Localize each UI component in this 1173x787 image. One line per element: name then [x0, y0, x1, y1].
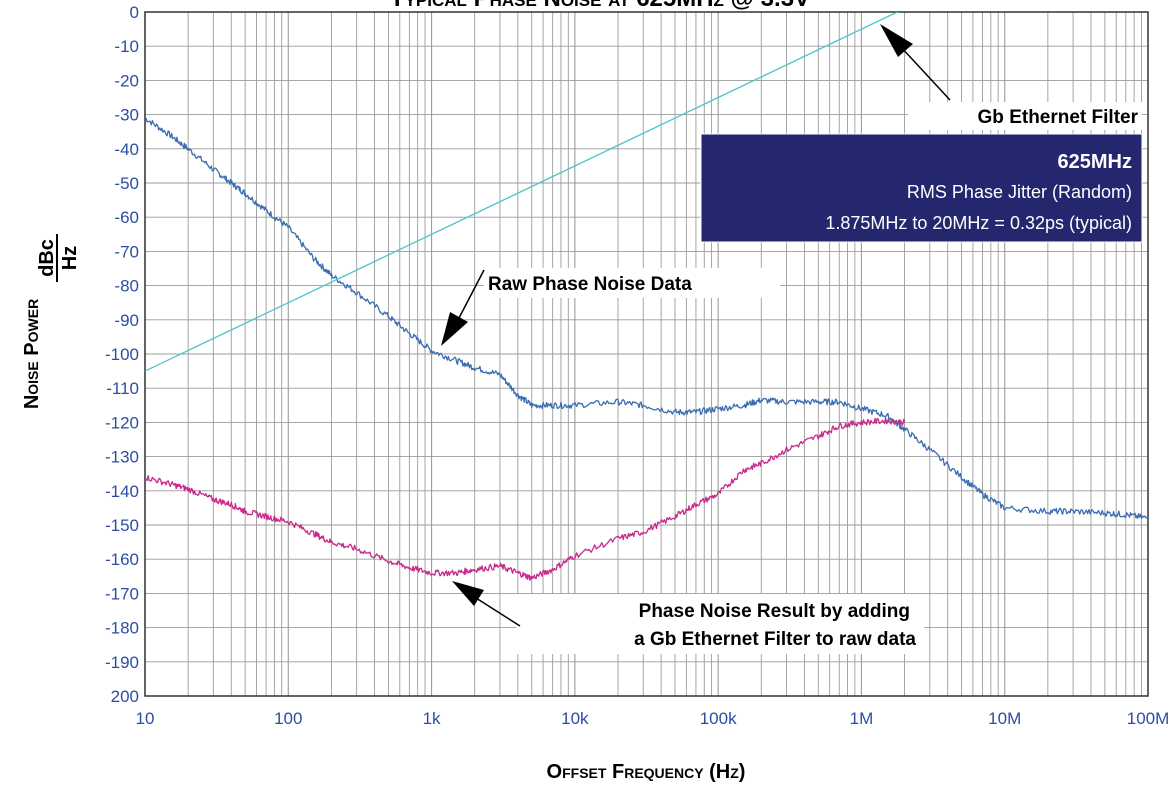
x-tick-label: 100M [1127, 709, 1170, 728]
x-tick-labels: 10 100 1k 10k 100k 1M 10M 100M [136, 709, 1170, 728]
y-axis-unit-numerator: dBc [36, 239, 58, 277]
y-tick-label: -140 [105, 482, 139, 501]
series-layer [145, 12, 1148, 581]
info-box: 625MHz RMS Phase Jitter (Random) 1.875MH… [700, 133, 1143, 243]
annotation-raw-text: Raw Phase Noise Data [488, 274, 692, 295]
x-tick-label: 10k [561, 709, 589, 728]
info-box-line2: 1.875MHz to 20MHz = 0.32ps (typical) [825, 213, 1132, 233]
y-tick-label: -10 [114, 37, 139, 56]
y-tick-label: -20 [114, 71, 139, 90]
y-tick-label: -150 [105, 516, 139, 535]
annotation-result-line1: Phase Noise Result by adding [639, 601, 910, 622]
info-box-title: 625MHz [1058, 151, 1132, 173]
series-line-result [145, 417, 906, 581]
y-tick-label: 0 [130, 3, 139, 22]
annotation-filter: Gb Ethernet Filter [880, 24, 1142, 130]
y-tick-label: -70 [114, 242, 139, 261]
chart-title: Typical Phase Noise at 625MHz @ 3.3V [390, 0, 810, 12]
annotation-result-arrowhead [452, 581, 484, 606]
annotation-result-line2: a Gb Ethernet Filter to raw data [634, 629, 916, 650]
y-tick-labels: 0 -10 -20 -30 -40 -50 -60 -70 -80 -90 -100 -110 -120… [105, 3, 139, 706]
y-tick-label: -40 [114, 140, 139, 159]
x-axis-label: Offset Frequency (Hz) [547, 761, 746, 783]
x-tick-label: 100 [274, 709, 302, 728]
y-axis-unit-denominator: Hz [59, 246, 81, 270]
annotation-raw: Raw Phase Noise Data [441, 268, 780, 346]
x-tick-label: 10 [136, 709, 155, 728]
annotation-raw-arrowhead [441, 312, 468, 346]
annotation-result: Phase Noise Result by adding a Gb Ethern… [452, 581, 924, 654]
y-tick-label: -30 [114, 106, 139, 125]
plot-frame [144, 11, 1149, 697]
y-tick-label: -50 [114, 174, 139, 193]
y-tick-label: -180 [105, 619, 139, 638]
y-tick-label: -120 [105, 413, 139, 432]
x-tick-label: 1M [850, 709, 874, 728]
y-tick-label: -90 [114, 311, 139, 330]
series-line-filter [145, 12, 899, 372]
annotation-filter-arrowhead [880, 24, 913, 57]
info-box-line1: RMS Phase Jitter (Random) [907, 182, 1132, 202]
y-tick-label: -190 [105, 653, 139, 672]
x-tick-label: 100k [700, 709, 737, 728]
y-tick-label: -160 [105, 550, 139, 569]
info-box-background [700, 133, 1143, 243]
y-axis-unit: dBc Hz [36, 234, 81, 282]
y-tick-label: -130 [105, 448, 139, 467]
y-tick-label: -110 [106, 379, 139, 398]
x-tick-label: 10M [988, 709, 1021, 728]
y-tick-label: 200 [111, 687, 139, 706]
y-tick-label: -100 [105, 345, 139, 364]
y-tick-label: -170 [105, 584, 139, 603]
y-axis-title: Noise Power [21, 299, 43, 409]
y-axis-label: Noise Power [21, 299, 43, 409]
y-tick-label: -80 [114, 277, 139, 296]
series-line-raw [145, 117, 1148, 519]
x-tick-label: 1k [423, 709, 441, 728]
annotation-filter-text: Gb Ethernet Filter [978, 107, 1139, 128]
y-tick-label: -60 [114, 208, 139, 227]
